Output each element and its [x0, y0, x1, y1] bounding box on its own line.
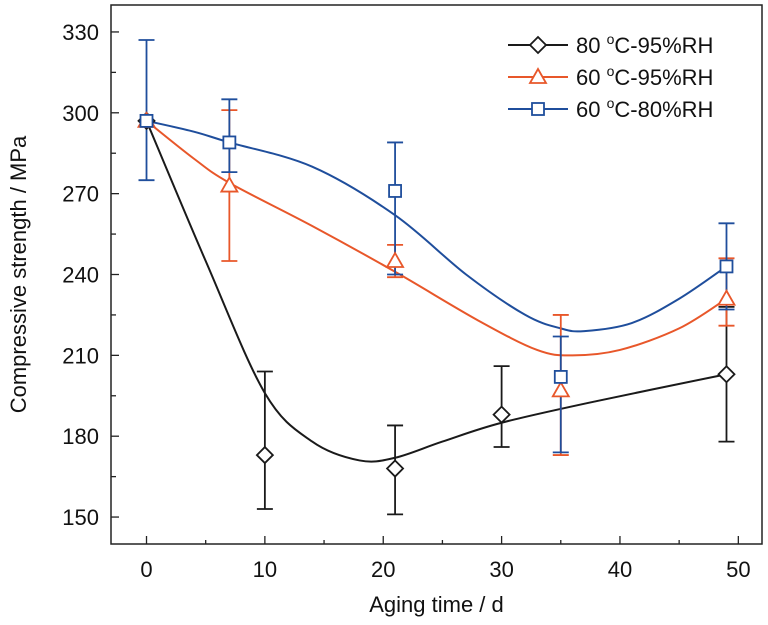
y-tick-label: 240 — [62, 263, 99, 288]
legend-label-rest: C-95%RH — [614, 65, 713, 90]
y-tick-label: 150 — [62, 505, 99, 530]
y-tick-label: 270 — [62, 182, 99, 207]
x-tick-label: 30 — [489, 557, 513, 582]
legend-label-number: 60 — [576, 97, 607, 122]
y-tick-label: 300 — [62, 101, 99, 126]
fit-curve-1 — [145, 120, 728, 357]
triangle-marker — [219, 175, 239, 193]
square-marker — [388, 184, 402, 198]
square-marker — [139, 113, 154, 128]
x-tick-label: 0 — [140, 557, 152, 582]
legend-label-number: 60 — [576, 65, 607, 90]
legend-label-number: 80 — [576, 33, 607, 58]
square-marker — [719, 259, 734, 274]
triangle-marker — [385, 251, 405, 268]
y-tick-label: 180 — [62, 424, 99, 449]
x-tick-label: 40 — [608, 557, 632, 582]
legend-label-degree: o — [607, 95, 615, 111]
diamond-marker — [492, 405, 511, 424]
x-axis-title: Aging time / d — [369, 592, 504, 617]
y-axis-title: Compressive strength / MPa — [6, 135, 31, 413]
legend-label-degree: o — [607, 31, 615, 47]
diamond-marker — [717, 364, 736, 384]
tick-labels: 0 10 20 30 40 50 150 180 210 240 270 300 330 — [62, 20, 750, 582]
legend-label-rest: C-80%RH — [614, 97, 713, 122]
diamond-marker — [385, 459, 405, 478]
y-tick-label: 210 — [62, 343, 99, 368]
legend-label-rest: C-95%RH — [614, 33, 713, 58]
y-tick-label: 330 — [62, 20, 99, 45]
legend-label-1: 60 oC-95%RH — [576, 63, 713, 90]
x-tick-label: 20 — [371, 557, 395, 582]
triangle-marker — [528, 67, 548, 84]
legend-label-degree: o — [607, 63, 615, 79]
legend-label-2: 60 oC-80%RH — [576, 95, 713, 122]
triangle-marker — [551, 380, 571, 398]
axis-ticks — [111, 31, 739, 544]
triangle-marker — [716, 288, 737, 306]
diamond-marker — [255, 445, 275, 465]
square-marker — [553, 370, 568, 384]
data-markers — [136, 111, 737, 478]
x-tick-label: 10 — [253, 557, 277, 582]
x-tick-label: 50 — [726, 557, 750, 582]
fit-curve-0 — [145, 120, 727, 463]
legend-label-0: 80 oC-95%RH — [576, 31, 713, 58]
square-marker — [222, 135, 237, 150]
diamond-marker — [528, 35, 548, 55]
fit-curve-2 — [146, 119, 728, 333]
square-marker — [531, 102, 545, 116]
